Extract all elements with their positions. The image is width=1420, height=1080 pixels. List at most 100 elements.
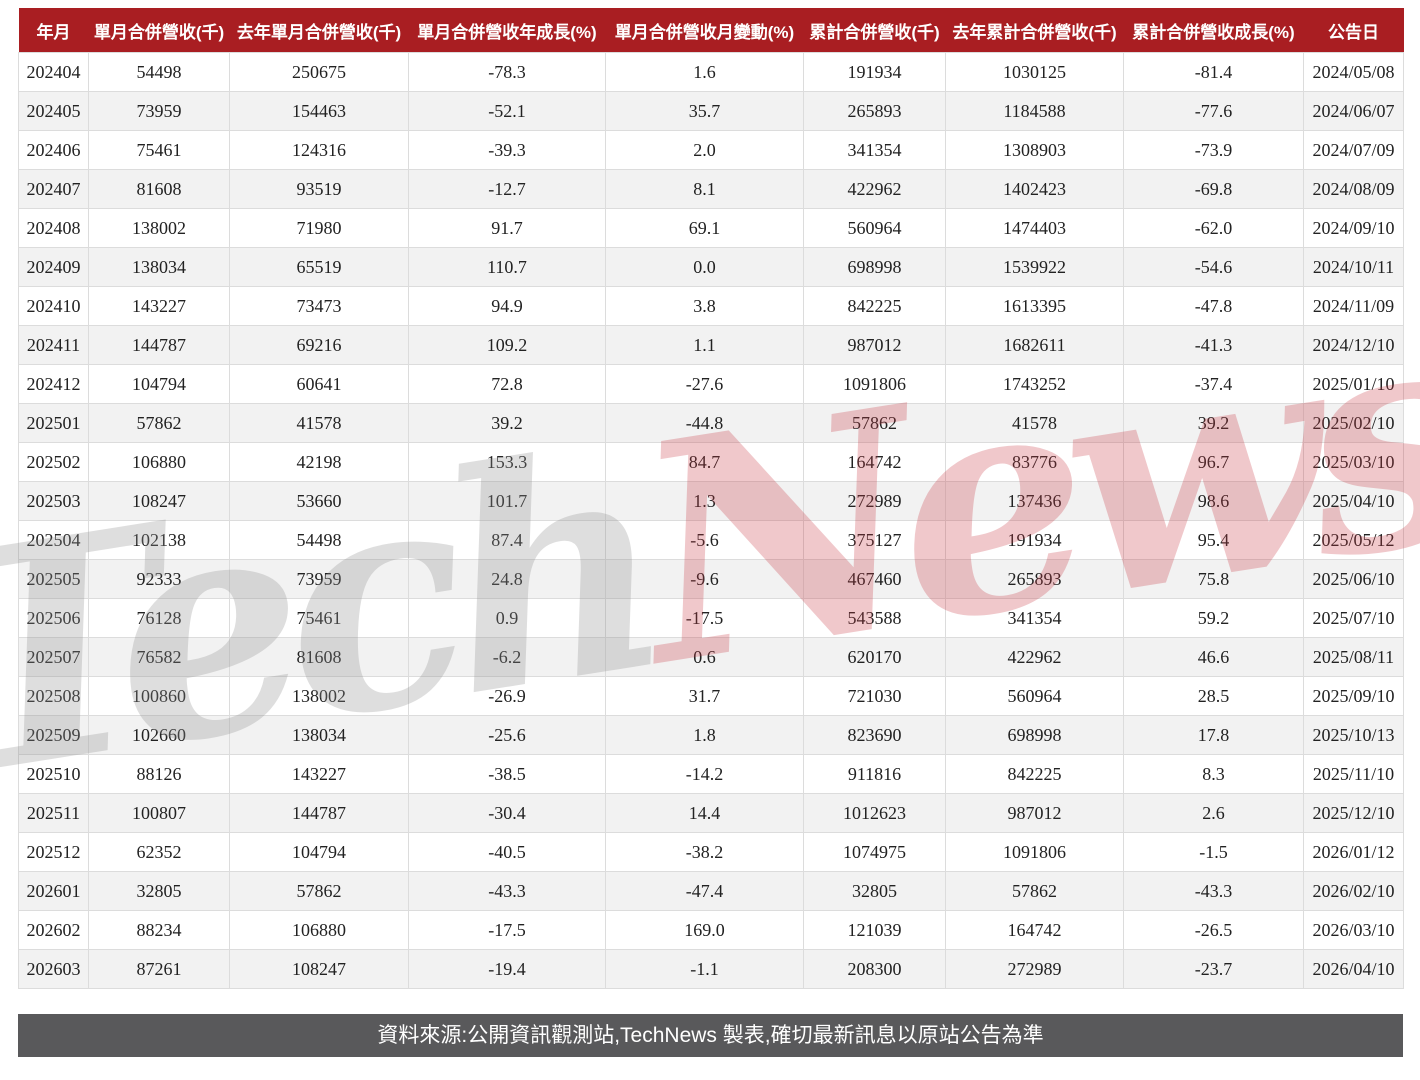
table-cell: -25.6 — [408, 715, 606, 755]
table-cell: 202405 — [18, 91, 89, 131]
table-cell: 208300 — [803, 949, 946, 989]
table-cell: 2025/03/10 — [1303, 442, 1404, 482]
table-cell: 32805 — [88, 871, 230, 911]
table-cell: 8.3 — [1123, 754, 1304, 794]
table-cell: 2025/02/10 — [1303, 403, 1404, 443]
table-cell: 81608 — [229, 637, 409, 677]
table-cell: 76128 — [88, 598, 230, 638]
table-cell: -47.8 — [1123, 286, 1304, 326]
table-cell: 202412 — [18, 364, 89, 404]
table-cell: 0.9 — [408, 598, 606, 638]
table-cell: 108247 — [88, 481, 230, 521]
table-cell: 57862 — [229, 871, 409, 911]
table-cell: 202409 — [18, 247, 89, 287]
table-cell: 202507 — [18, 637, 89, 677]
table-cell: 1308903 — [945, 130, 1124, 170]
table-cell: 202407 — [18, 169, 89, 209]
table-cell: 164742 — [803, 442, 946, 482]
table-cell: 202408 — [18, 208, 89, 248]
table-cell: 560964 — [803, 208, 946, 248]
table-cell: 32805 — [803, 871, 946, 911]
table-cell: -17.5 — [408, 910, 606, 950]
table-row: 202603 87261 108247 -19.4 -1.1 208300 272989 -2… — [18, 949, 1404, 989]
table-cell: -38.5 — [408, 754, 606, 794]
table-cell: 1.3 — [605, 481, 804, 521]
table-cell: 422962 — [945, 637, 1124, 677]
column-header: 累計合併營收成長(%) — [1123, 8, 1304, 53]
table-cell: -9.6 — [605, 559, 804, 599]
table-row: 202405 73959 154463 -52.1 35.7 265893 1184588-… — [18, 91, 1404, 131]
table-cell: -73.9 — [1123, 130, 1304, 170]
table-cell: 39.2 — [408, 403, 606, 443]
table-cell: 59.2 — [1123, 598, 1304, 638]
table-cell: 88234 — [88, 910, 230, 950]
table-cell: 54498 — [229, 520, 409, 560]
table-cell: 0.6 — [605, 637, 804, 677]
table-cell: 75461 — [229, 598, 409, 638]
table-row: 202502 106880 42198 153.3 84.7 164742 83776 96.… — [18, 442, 1404, 482]
table-cell: -37.4 — [1123, 364, 1304, 404]
table-cell: 202601 — [18, 871, 89, 911]
table-cell: 1539922 — [945, 247, 1124, 287]
table-cell: -62.0 — [1123, 208, 1304, 248]
table-cell: -77.6 — [1123, 91, 1304, 131]
table-cell: -39.3 — [408, 130, 606, 170]
table-cell: -43.3 — [408, 871, 606, 911]
table-cell: 46.6 — [1123, 637, 1304, 677]
table-cell: 1091806 — [803, 364, 946, 404]
table-cell: 1.6 — [605, 52, 804, 92]
column-header: 單月合併營收(千) — [88, 8, 230, 53]
table-cell: 91.7 — [408, 208, 606, 248]
table-cell: 620170 — [803, 637, 946, 677]
table-cell: -1.1 — [605, 949, 804, 989]
table-cell: 81608 — [88, 169, 230, 209]
table-cell: 202508 — [18, 676, 89, 716]
table-cell: -52.1 — [408, 91, 606, 131]
table-cell: 202510 — [18, 754, 89, 794]
table-cell: 62352 — [88, 832, 230, 872]
table-cell: 102660 — [88, 715, 230, 755]
table-cell: 75.8 — [1123, 559, 1304, 599]
table-cell: 2026/04/10 — [1303, 949, 1404, 989]
table-cell: 202511 — [18, 793, 89, 833]
table-cell: -78.3 — [408, 52, 606, 92]
table-cell: 272989 — [803, 481, 946, 521]
table-cell: 106880 — [88, 442, 230, 482]
table-cell: 202502 — [18, 442, 89, 482]
table-cell: 1.8 — [605, 715, 804, 755]
table-cell: 144787 — [88, 325, 230, 365]
table-cell: 100860 — [88, 676, 230, 716]
table-cell: 842225 — [803, 286, 946, 326]
table-cell: 3.8 — [605, 286, 804, 326]
table-cell: 202512 — [18, 832, 89, 872]
table-cell: 202504 — [18, 520, 89, 560]
table-row: 202505 92333 73959 24.8 -9.6 467460 265893 75.8… — [18, 559, 1404, 599]
table-cell: 375127 — [803, 520, 946, 560]
column-header: 年月 — [18, 8, 89, 53]
table-cell: 104794 — [88, 364, 230, 404]
table-cell: 341354 — [803, 130, 946, 170]
table-cell: 143227 — [229, 754, 409, 794]
table-cell: -30.4 — [408, 793, 606, 833]
table-cell: 202501 — [18, 403, 89, 443]
table-cell: 1402423 — [945, 169, 1124, 209]
table-cell: 202506 — [18, 598, 89, 638]
table-row: 202503 108247 53660 101.7 1.3 272989 137436 98.… — [18, 481, 1404, 521]
table-cell: 2025/08/11 — [1303, 637, 1404, 677]
table-row: 202601 32805 57862 -43.3 -47.4 32805 57862 -43.… — [18, 871, 1404, 911]
table-cell: 88126 — [88, 754, 230, 794]
table-cell: -23.7 — [1123, 949, 1304, 989]
table-row: 202412 104794 60641 72.8 -27.6 1091806 1743252… — [18, 364, 1404, 404]
table-cell: -19.4 — [408, 949, 606, 989]
table-cell: -5.6 — [605, 520, 804, 560]
source-note: 資料來源:公開資訊觀測站,TechNews 製表,確切最新訊息以原站公告為準 — [377, 1024, 1044, 1047]
table-row: 202411 144787 69216 109.2 1.1 987012 1682611 -4… — [18, 325, 1404, 365]
table-cell: 2026/03/10 — [1303, 910, 1404, 950]
table-body: 202404 54498 250675 -78.3 1.6 191934 1030125 -8… — [18, 52, 1404, 989]
table-cell: 95.4 — [1123, 520, 1304, 560]
table-cell: 1091806 — [945, 832, 1124, 872]
table-row: 202408 138002 71980 91.7 69.1 560964 1474403 -6… — [18, 208, 1404, 248]
table-cell: -1.5 — [1123, 832, 1304, 872]
table-cell: 202404 — [18, 52, 89, 92]
